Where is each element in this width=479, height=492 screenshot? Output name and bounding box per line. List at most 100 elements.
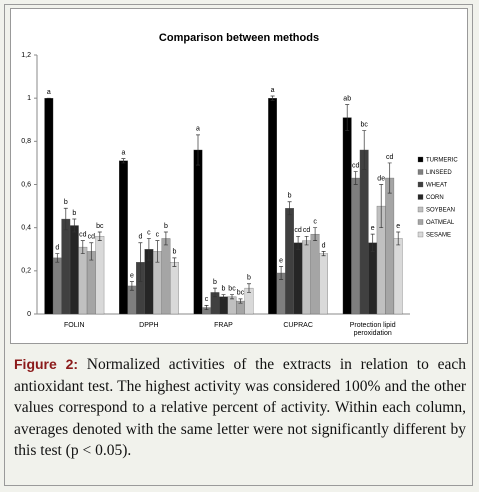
error-bar (304, 235, 309, 246)
bar (95, 236, 105, 315)
significance-letter: a (196, 126, 200, 133)
significance-letter: d (55, 244, 59, 251)
error-bar (379, 184, 384, 229)
error-bar (270, 95, 275, 101)
error-bar (80, 240, 85, 254)
y-tick-label: 0,4 (21, 225, 31, 232)
significance-letter: a (121, 149, 125, 156)
error-bar (155, 240, 160, 263)
significance-letter: cd (352, 162, 360, 169)
significance-letter: b (164, 223, 168, 230)
bar (69, 225, 79, 315)
significance-letter: e (279, 257, 283, 264)
significance-letter: cd (88, 234, 96, 241)
significance-letter: a (47, 89, 51, 96)
significance-letter: b (64, 199, 68, 206)
y-tick-label: 0,8 (21, 138, 31, 145)
significance-letter: ab (343, 95, 351, 102)
bar (359, 149, 369, 315)
significance-letter: b (247, 275, 251, 282)
significance-letter: e (396, 223, 400, 230)
legend-swatch (417, 219, 424, 225)
significance-letter: b (172, 249, 176, 256)
caption-text: Normalized activities of the extracts in… (14, 356, 466, 459)
significance-letter: a (271, 87, 275, 94)
error-bar (196, 134, 200, 166)
bar (219, 296, 228, 315)
error-bar (313, 227, 318, 241)
chart-border (10, 8, 468, 344)
bar (293, 242, 303, 315)
bar (161, 238, 171, 315)
significance-letter: bc (360, 121, 368, 128)
caption-label: Figure 2: (14, 356, 79, 372)
y-tick-label: 0,6 (21, 181, 31, 188)
significance-letter: bc (96, 223, 104, 230)
significance-letter: d (138, 234, 142, 241)
bar (393, 238, 403, 315)
error-bar (121, 158, 126, 164)
legend-label: OATMEAL (426, 220, 455, 226)
error-bar (279, 266, 284, 280)
x-tick-label: FOLIN (63, 322, 85, 329)
chart-title: Comparison between methods (159, 32, 319, 44)
bar (86, 251, 96, 315)
legend-label: CORN (426, 195, 444, 201)
error-bar (204, 305, 209, 311)
bar (61, 218, 71, 315)
error-bar (221, 294, 226, 300)
error-bar (163, 231, 168, 246)
x-tick-label: Protection lipid peroxidation (349, 322, 396, 337)
significance-letter: e (371, 225, 375, 232)
bar (78, 246, 88, 315)
significance-letter: b (288, 193, 292, 200)
bar (193, 149, 203, 315)
error-bar (370, 233, 375, 252)
x-tick-label: FRAP (214, 322, 233, 329)
significance-letter: cd (303, 227, 311, 234)
x-tick-label: CUPRAC (283, 322, 313, 329)
significance-letter: b (222, 285, 226, 292)
legend-swatch (417, 194, 424, 200)
error-bar (353, 171, 358, 185)
error-bar (362, 130, 367, 170)
bar (302, 240, 312, 315)
significance-letter: de (377, 175, 385, 182)
significance-letter: c (147, 229, 151, 236)
error-bar (296, 235, 301, 250)
error-bar (129, 281, 134, 291)
legend-label: LINSEED (426, 170, 452, 176)
significance-letter: cd (294, 227, 302, 234)
y-tick-label: 0 (27, 311, 31, 318)
bar (368, 242, 378, 315)
error-bar (230, 294, 234, 300)
error-bar (97, 231, 102, 241)
legend-swatch (417, 156, 424, 163)
error-bar (146, 238, 151, 261)
legend-swatch (417, 181, 424, 188)
error-bar (172, 257, 177, 267)
error-bar (89, 242, 94, 261)
caption: Figure 2: Normalized activities of the e… (14, 354, 466, 462)
bar (351, 177, 361, 315)
bar (44, 98, 54, 315)
error-bar (63, 207, 68, 231)
bar (119, 160, 128, 315)
error-bar (138, 242, 143, 282)
significance-letter: c (205, 296, 209, 303)
legend-label: SESAME (426, 233, 451, 239)
significance-letter: c (156, 231, 160, 238)
legend-label: WHEAT (426, 183, 448, 189)
error-bar (287, 201, 292, 216)
y-tick-label: 1 (27, 95, 31, 102)
bar (227, 296, 237, 315)
error-bar (55, 253, 60, 263)
error-bar (387, 162, 392, 194)
bar (310, 233, 320, 315)
significance-letter: cd (386, 154, 394, 161)
significance-letter: b (213, 279, 217, 286)
legend-swatch (417, 169, 424, 175)
error-bar (213, 287, 217, 298)
chart: Comparison between methods 0 0,2 0,4 0,6 0,8… (10, 8, 468, 344)
